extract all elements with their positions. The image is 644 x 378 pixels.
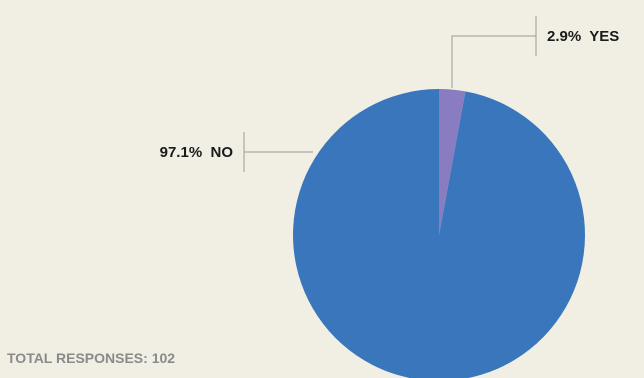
pie-slices	[293, 89, 585, 378]
no-slice-label: 97.1% NO	[160, 144, 234, 161]
yes-leader-line	[451, 35, 536, 88]
pie-callouts: 2.9% YES 97.1% NO	[160, 16, 619, 172]
total-responses: TOTAL RESPONSES: 102	[7, 350, 175, 366]
pie-slice-yes	[439, 89, 466, 235]
pie-slice-no	[293, 89, 585, 378]
yes-slice-label: 2.9% YES	[547, 28, 619, 45]
